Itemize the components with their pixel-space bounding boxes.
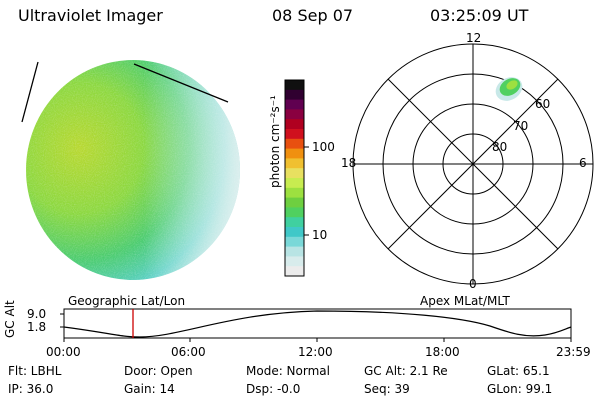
colorbar-band [285, 207, 304, 218]
mlt-label-0: 0 [469, 277, 477, 291]
header-date: 08 Sep 07 [272, 6, 354, 25]
colorbar-tick-label-10: 10 [312, 228, 328, 242]
gc-altitude: GC Alt: 2.1 Re [364, 364, 448, 378]
colorbar-tick-label-100: 100 [312, 140, 335, 154]
timeline-plot [60, 308, 572, 342]
colorbar-band [285, 266, 304, 277]
colorbar-band [285, 197, 304, 208]
colorbar-band [285, 80, 304, 91]
polar-grid [352, 43, 594, 285]
colorbar-band [285, 148, 304, 159]
app-title: Ultraviolet Imager [18, 6, 163, 25]
colorbar-band [285, 256, 304, 267]
colorbar-band [285, 187, 304, 199]
colorbar-band [285, 178, 304, 189]
sequence-number: Seq: 39 [364, 382, 410, 396]
mlat-label-60: 60 [535, 97, 551, 111]
timeline-xtick-2359: 23:59 [556, 345, 591, 359]
colorbar-band [285, 246, 304, 257]
timeline-axis-label: GC Alt [3, 300, 17, 338]
colorbar [285, 80, 304, 277]
header-time: 03:25:09 UT [430, 6, 529, 25]
colorbar-band [285, 168, 304, 179]
filter-status: Flt: LBHL [8, 364, 62, 378]
timeline-xtick-0000: 00:00 [46, 345, 81, 359]
colorbar-band [285, 119, 304, 130]
dsp-value: Dsp: -0.0 [246, 382, 301, 396]
timeline-right-title: Apex MLat/MLT [420, 294, 510, 308]
mlt-label-12: 12 [466, 31, 482, 45]
timeline-xtick-0600: 06:00 [171, 345, 206, 359]
colorbar-band [285, 236, 304, 248]
colorbar-unit-label: photon cm⁻²s⁻¹ [268, 95, 282, 188]
mode-status: Mode: Normal [246, 364, 330, 378]
timeline-left-title: Geographic Lat/Lon [68, 294, 186, 308]
aurora-spot [495, 77, 523, 101]
colorbar-band [285, 89, 304, 101]
timeline-ytick-1-8: 1.8 [27, 320, 47, 334]
colorbar-band [285, 99, 304, 110]
mlt-label-6: 6 [579, 156, 587, 170]
earth-uv-image [26, 60, 240, 280]
gain-value: Gain: 14 [124, 382, 175, 396]
colorbar-band [285, 227, 304, 238]
mlat-label-70: 70 [513, 119, 529, 133]
timeline-ytick-9: 9.0 [27, 307, 47, 321]
mlat-label-80: 80 [492, 140, 508, 154]
colorbar-band [285, 109, 304, 120]
colorbar-band [285, 217, 304, 228]
colorbar-band [285, 138, 304, 150]
geo-latitude: GLat: 65.1 [487, 364, 550, 378]
timeline-xtick-1200: 12:00 [298, 345, 333, 359]
colorbar-band [285, 158, 304, 169]
ip-value: IP: 36.0 [8, 382, 54, 396]
limb-marker-right [133, 63, 229, 103]
timeline-xtick-1800: 18:00 [425, 345, 460, 359]
colorbar-frame [284, 79, 305, 277]
mlt-label-18: 18 [341, 156, 357, 170]
door-status: Door: Open [124, 364, 193, 378]
gc-alt-curve [63, 310, 572, 338]
colorbar-band [285, 129, 304, 140]
limb-marker-left [21, 61, 39, 123]
geo-longitude: GLon: 99.1 [487, 382, 553, 396]
